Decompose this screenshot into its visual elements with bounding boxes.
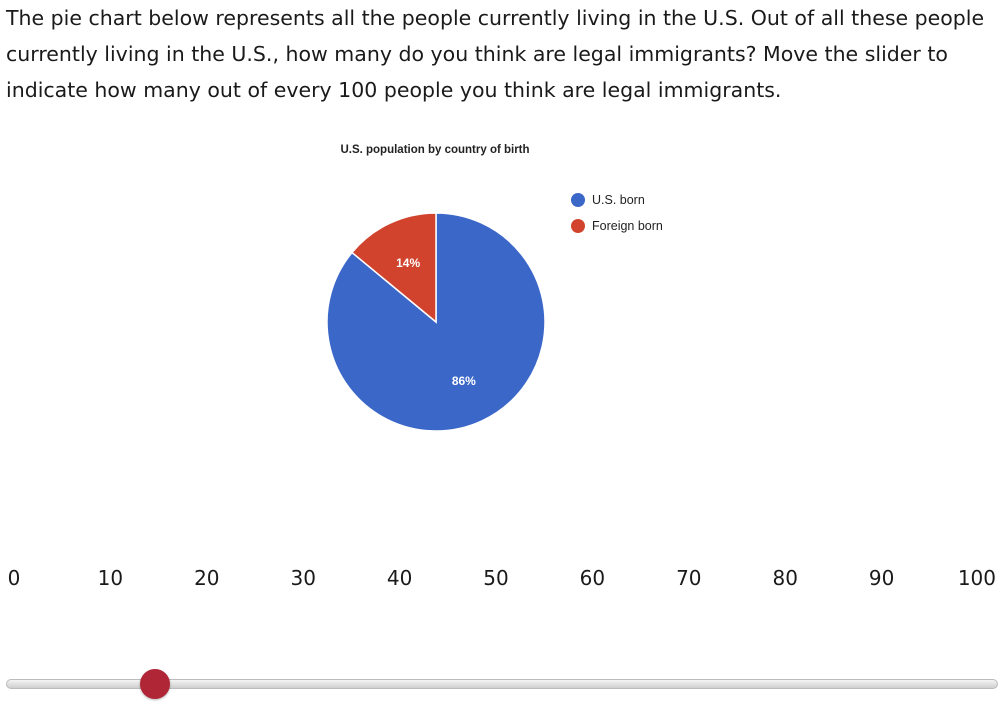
slider-tick-label: 80 <box>772 566 798 590</box>
pie-chart: 86% 14% <box>326 212 546 432</box>
slider-tick-label: 60 <box>579 566 606 590</box>
slider-tick-label: 0 <box>7 566 21 590</box>
slider[interactable] <box>6 669 998 699</box>
chart-legend: U.S. born Foreign born <box>571 187 663 239</box>
slider-handle[interactable] <box>139 669 170 699</box>
pie-slice-1 <box>350 212 437 324</box>
slider-tick-label: 100 <box>957 566 996 590</box>
slider-track[interactable] <box>6 679 998 689</box>
slider-tick-labels: 0 10 20 30 40 50 60 70 80 90 100 <box>0 566 1000 596</box>
slider-tick-label: 40 <box>386 566 413 590</box>
slider-tick-label: 90 <box>868 566 895 590</box>
slider-tick-label: 70 <box>676 566 702 590</box>
slider-tick-label: 50 <box>483 566 509 590</box>
pie-data-label-0: 86% <box>452 374 476 388</box>
slider-tick-label: 10 <box>97 566 124 590</box>
slider-tick-label: 30 <box>290 566 316 590</box>
chart-title: U.S. population by country of birth <box>340 144 530 156</box>
legend-label: Foreign born <box>592 219 663 233</box>
legend-swatch <box>571 193 585 207</box>
slider-tick-label: 20 <box>194 566 220 590</box>
legend-swatch <box>571 219 585 233</box>
legend-item: U.S. born <box>571 187 663 213</box>
pie-data-label-1: 14% <box>396 256 420 270</box>
legend-label: U.S. born <box>592 193 645 207</box>
legend-item: Foreign born <box>571 213 663 239</box>
question-text: The pie chart below represents all the p… <box>6 6 985 102</box>
